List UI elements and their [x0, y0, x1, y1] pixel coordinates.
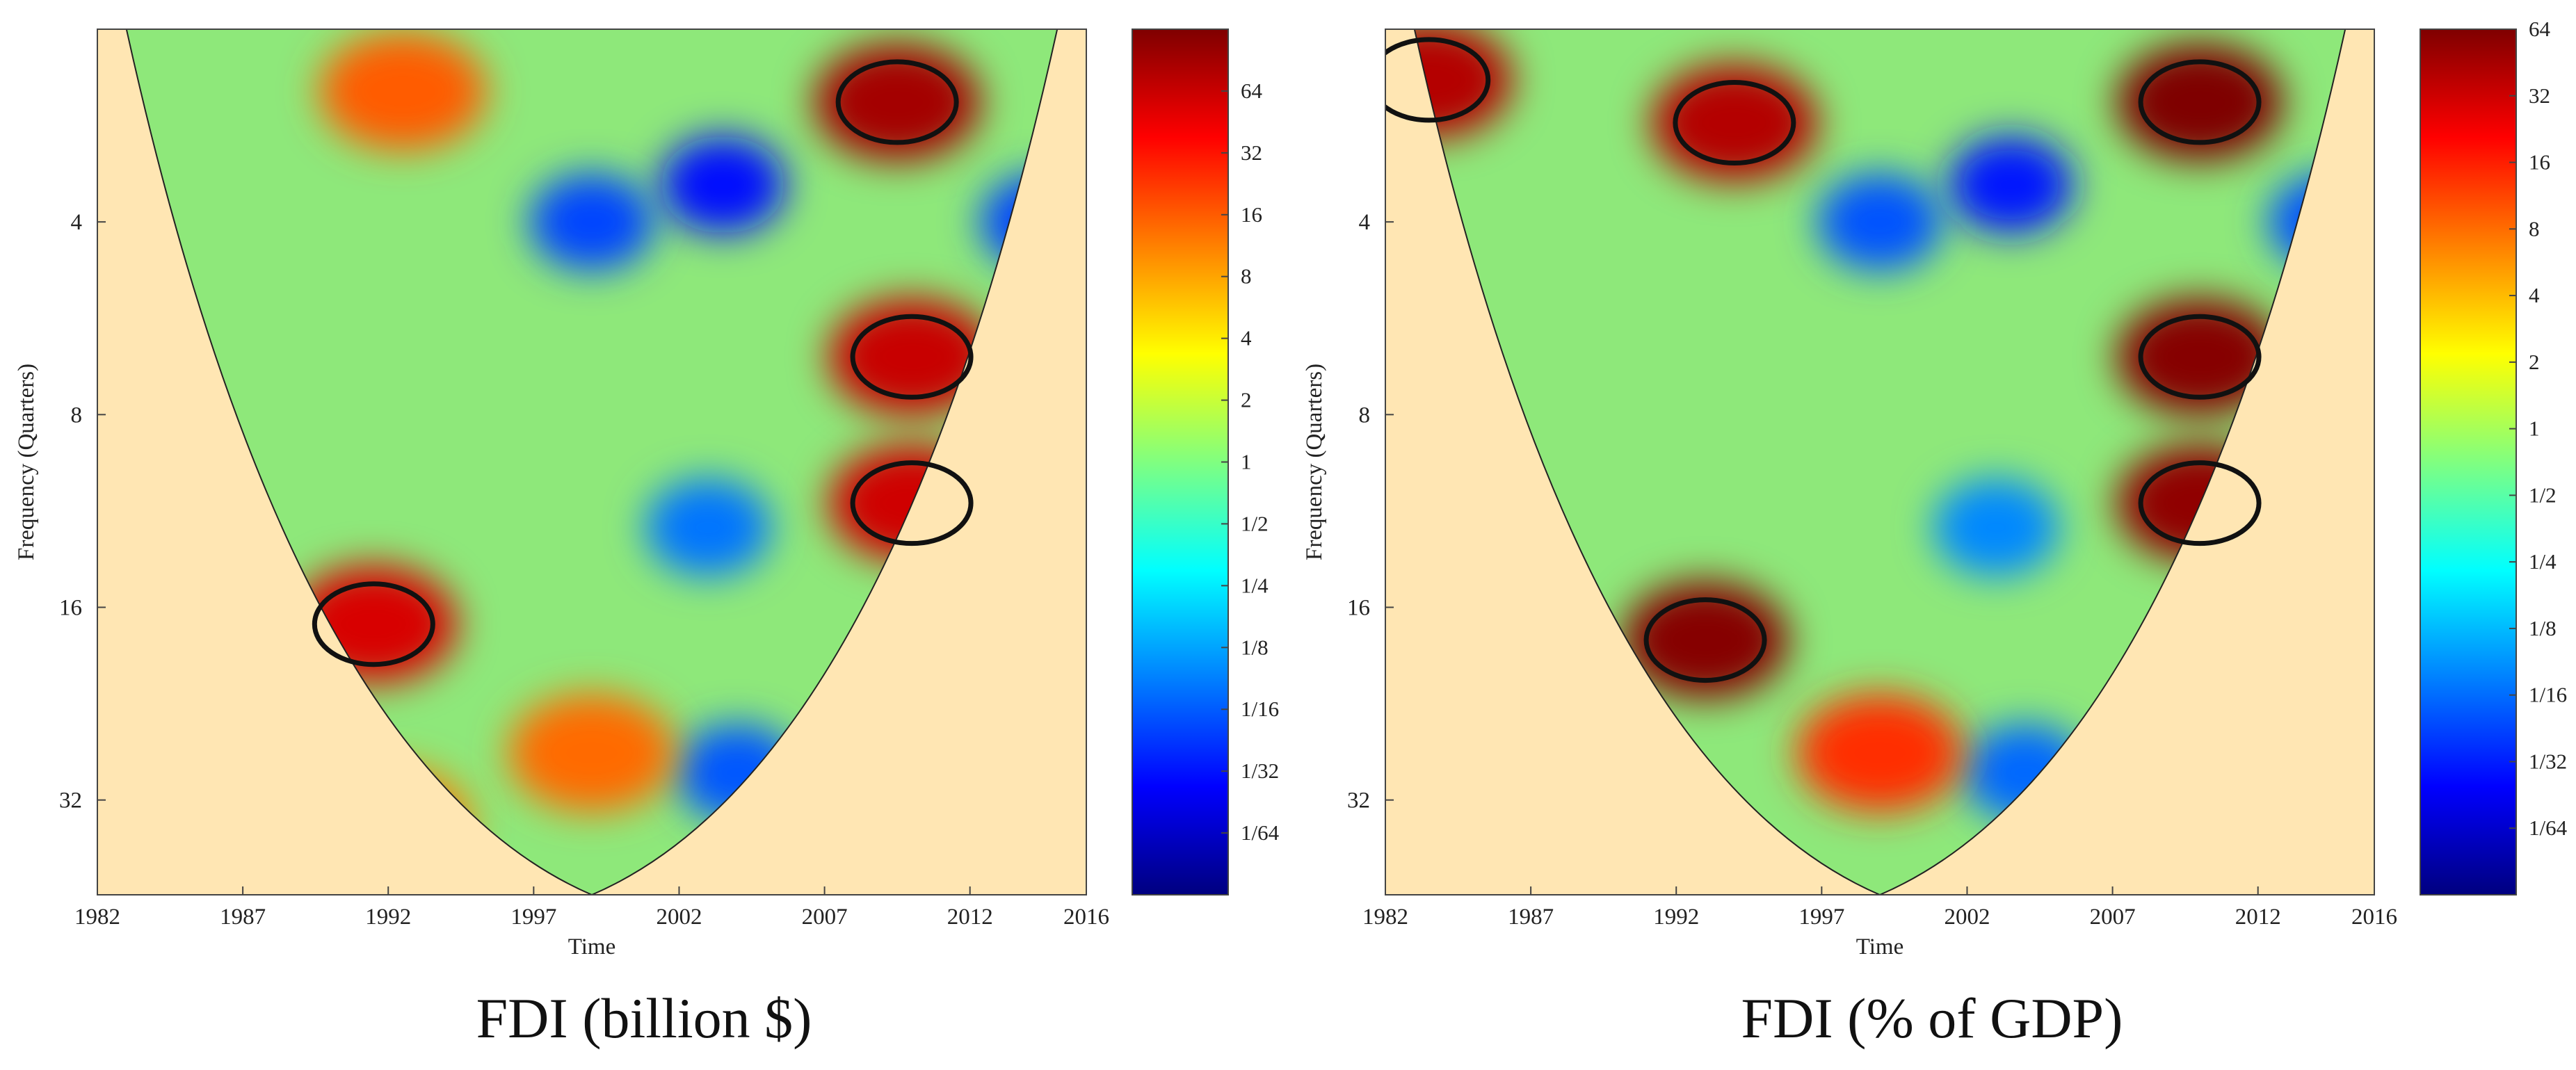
colorbar-tick-label-9: 1/8: [1241, 635, 1269, 659]
x-tick-label-3: 1997: [1798, 905, 1844, 930]
y-tick-label-0: 4: [71, 210, 83, 235]
x-tick-label-2: 1992: [1653, 905, 1699, 930]
x-tick-label-0: 1982: [1362, 905, 1408, 930]
hot-region-5: [508, 693, 675, 812]
x-tick-label-4: 2002: [656, 905, 702, 930]
cold-region-1: [529, 173, 654, 271]
significance-contour-2: [2138, 314, 2262, 400]
significance-contour-5: [1385, 37, 1491, 123]
colorbar-tick-label-0: 64: [1241, 79, 1263, 103]
y-tick-label-2: 16: [59, 596, 82, 621]
hot-region-4: [319, 32, 487, 151]
panel-fdi-billion: 1982 1987 1992 1997 2002 2007 2012 2016 4 8 16 32 Ti…: [14, 29, 1280, 1050]
colorbar-tick-label-4: 4: [1241, 326, 1252, 350]
significance-contour-0: [835, 59, 959, 145]
y-tick-label-2: 16: [1347, 596, 1370, 621]
x-tick-label-5: 2007: [802, 905, 848, 930]
x-tick-label-1: 1987: [1508, 905, 1554, 930]
significance-contour-3: [312, 581, 435, 667]
y-axis-title: Frequency (Quarters): [1302, 364, 1327, 560]
caption-fdi-gdp: FDI (% of GDP): [1741, 987, 2123, 1050]
cold-region-0: [1948, 136, 2074, 234]
x-tick-label-3: 1997: [510, 905, 556, 930]
colorbar-tick-label-9: 1/8: [2529, 616, 2557, 640]
colorbar-tick-label-5: 2: [1241, 388, 1252, 412]
colorbar-tick-label-10: 1/16: [1241, 697, 1279, 721]
x-tick-label-0: 1982: [74, 905, 120, 930]
colorbar-tick-label-7: 1/2: [2529, 483, 2557, 507]
panel-fdi-gdp: 1982 1987 1992 1997 2002 2007 2012 2016 4 8 16 32 Ti…: [1288, 0, 2576, 1070]
x-tick-label-4: 2002: [1944, 905, 1990, 930]
significance-contour-1: [850, 314, 974, 400]
significance-contour-2: [850, 460, 974, 546]
colorbar-tick-label-11: 1/32: [1241, 759, 1279, 783]
colorbar-tick-label-12: 1/64: [1241, 820, 1280, 845]
y-axis-title: Frequency (Quarters): [14, 364, 39, 560]
cold-region-2: [1933, 478, 2059, 576]
colorbar-tick-label-1: 32: [2529, 83, 2550, 108]
colorbar-tick-label-12: 1/64: [2529, 816, 2568, 840]
y-tick-label-0: 4: [1359, 210, 1371, 235]
x-axis-title: Time: [1856, 934, 1903, 959]
colorbar-tick-label-10: 1/16: [2529, 683, 2567, 707]
colorbar-tick-label-4: 4: [2529, 283, 2540, 307]
colorbar-tick-label-11: 1/32: [2529, 749, 2567, 773]
colorbar: [1132, 29, 1229, 895]
y-tick-label-1: 8: [1359, 403, 1371, 428]
significance-contour-1: [1673, 80, 1796, 166]
x-tick-label-7: 2016: [2351, 905, 2397, 930]
significance-contour-4: [1643, 597, 1767, 683]
y-tick-label-3: 32: [1347, 788, 1370, 813]
cold-region-1: [1817, 173, 1942, 271]
y-tick-label-1: 8: [71, 403, 83, 428]
plot-frame: [97, 29, 1087, 895]
caption-fdi-billion: FDI (billion $): [476, 987, 812, 1050]
colorbar-tick-label-3: 8: [2529, 216, 2540, 241]
colorbar-tick-label-5: 2: [2529, 350, 2540, 374]
x-axis-title: Time: [568, 934, 615, 959]
y-tick-label-3: 32: [59, 788, 82, 813]
colorbar-tick-label-6: 1: [1241, 450, 1252, 474]
colorbar-tick-label-8: 1/4: [2529, 549, 2557, 574]
x-tick-label-2: 1992: [365, 905, 411, 930]
cold-region-2: [645, 478, 771, 576]
colorbar-tick-label-1: 32: [1241, 140, 1262, 165]
plot-area: [1385, 29, 2374, 895]
coi-fade-overlay: [97, 29, 1086, 895]
x-tick-label-6: 2012: [2235, 905, 2281, 930]
colorbar-tick-label-2: 16: [2529, 150, 2550, 175]
colorbar-tick-label-2: 16: [1241, 202, 1262, 227]
colorbar-tick-label-0: 64: [2529, 17, 2551, 41]
x-tick-label-1: 1987: [220, 905, 266, 930]
plot-frame: [1385, 29, 2375, 895]
hot-region-6: [1796, 693, 1963, 812]
plot-area: [97, 29, 1086, 895]
significance-contour-3: [2138, 460, 2262, 546]
colorbar: [2420, 29, 2517, 895]
x-tick-label-7: 2016: [1063, 905, 1109, 930]
colorbar-tick-label-7: 1/2: [1241, 511, 1269, 535]
colorbar-tick-label-8: 1/4: [1241, 573, 1269, 597]
coi-fade-overlay: [1385, 29, 2374, 895]
colorbar-tick-label-3: 8: [1241, 264, 1252, 289]
significance-contour-0: [2138, 59, 2262, 145]
colorbar-tick-label-6: 1: [2529, 416, 2540, 441]
cold-region-0: [660, 136, 786, 234]
wavelet-chart-fdi-billion: 1982 1987 1992 1997 2002 2007 2012 2016 4 8 16 32 Ti…: [14, 29, 1280, 959]
wavelet-chart-fdi-gdp: 1982 1987 1992 1997 2002 2007 2012 2016 4 8 16 32 Ti…: [1302, 17, 2568, 959]
x-tick-label-6: 2012: [947, 905, 993, 930]
x-tick-label-5: 2007: [2090, 905, 2136, 930]
